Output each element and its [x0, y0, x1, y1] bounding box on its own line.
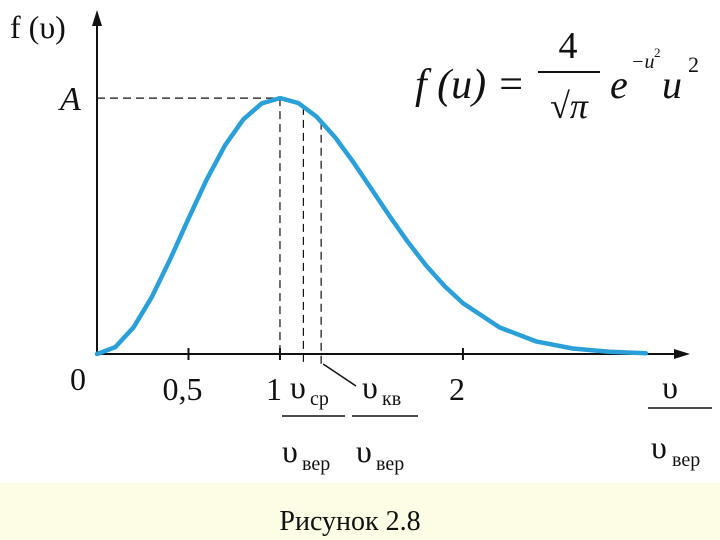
- caption: Рисунок 2.8: [279, 506, 420, 537]
- formula-exp: −u: [631, 51, 655, 73]
- y-tick-label: A: [58, 81, 81, 118]
- annotation-den: υ: [356, 433, 372, 469]
- caption-band: [0, 483, 720, 540]
- x-tick-label: 1: [266, 371, 282, 407]
- annotation-den-sub: вер: [302, 453, 330, 475]
- annotation-num: υ: [290, 369, 306, 405]
- x-tick-label: 2: [449, 371, 465, 407]
- formula-e: e: [610, 62, 628, 107]
- annotation-num: υ: [362, 369, 378, 405]
- formula-num: 4: [559, 25, 578, 67]
- annotation-num-sub: кв: [382, 388, 401, 410]
- annotation-den: υ: [282, 433, 298, 469]
- x-label-sub: вер: [672, 449, 700, 471]
- formula-den: √π: [550, 86, 589, 126]
- x-label-den: υ: [651, 429, 667, 465]
- formula-u-pow: 2: [688, 52, 699, 77]
- y-tick-label: 0: [70, 361, 86, 397]
- x-arrow: [674, 349, 690, 359]
- formula-u: u: [662, 62, 682, 107]
- x-tick-label: 0,5: [162, 371, 202, 407]
- formula-exp-pow: 2: [654, 45, 661, 60]
- x-label-num: υ: [662, 369, 678, 405]
- callout: [322, 363, 357, 387]
- curve: [94, 95, 649, 357]
- annotation-den-sub: вер: [376, 453, 404, 475]
- formula-lhs: f (u) =: [415, 62, 525, 108]
- annotation-num-sub: ср: [310, 388, 329, 410]
- y-arrow: [92, 10, 102, 26]
- y-axis-label: f (υ): [10, 9, 66, 45]
